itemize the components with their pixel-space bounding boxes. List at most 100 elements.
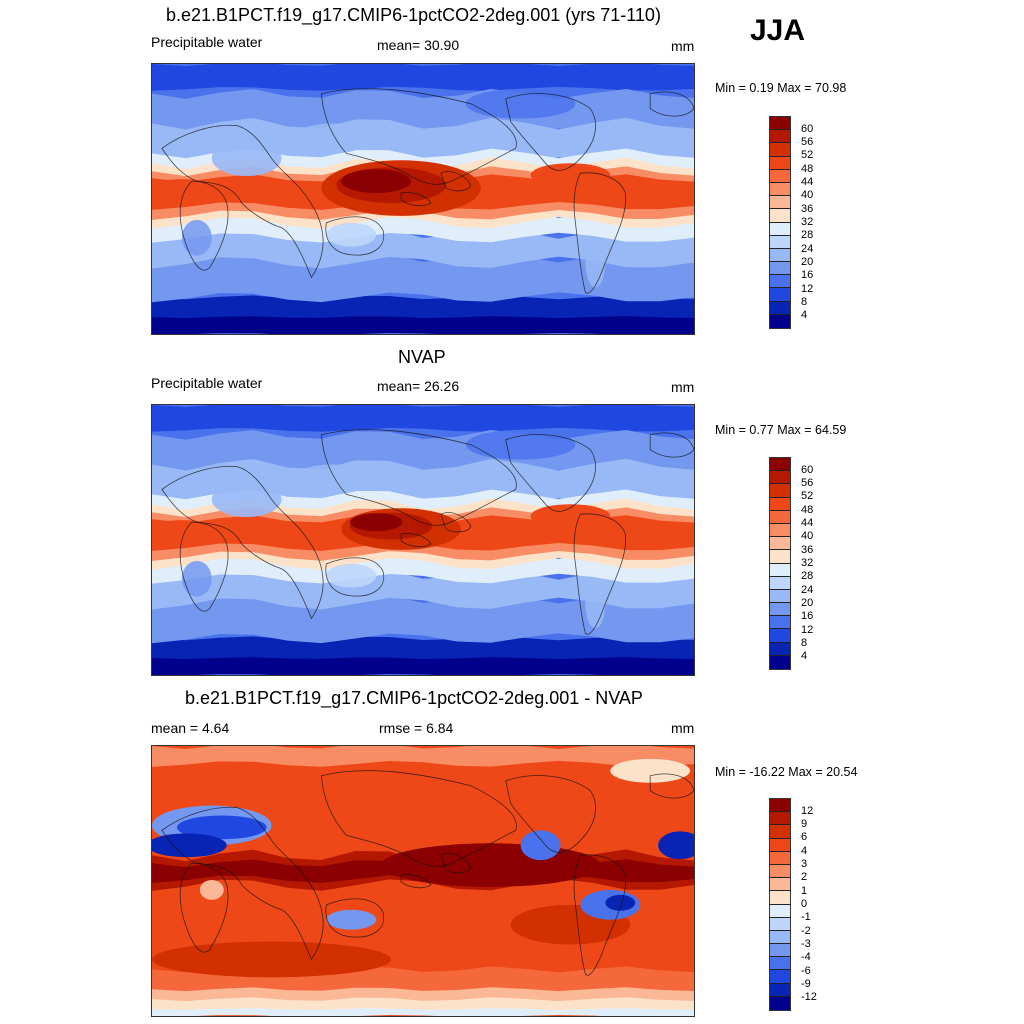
colorbar-swatch [770, 616, 790, 630]
colorbar-tick-label: 24 [801, 242, 814, 255]
colorbar-swatch [770, 288, 790, 302]
colorbar-swatch [770, 156, 790, 170]
colorbar-swatch [770, 550, 790, 564]
colorbar-tick-label: 44 [801, 517, 814, 530]
colorbar-tick-label: 2 [801, 871, 808, 884]
colorbar-swatch [770, 510, 790, 524]
colorbar-tick-label: -1 [801, 911, 811, 924]
colorbar-tick-label: 48 [801, 162, 814, 175]
colorbar-tick-label: 36 [801, 202, 814, 215]
colorbar-tick-label: -3 [801, 937, 811, 950]
colorbar-tick-label: 52 [801, 490, 814, 503]
colorbar-tick-label: 56 [801, 477, 814, 490]
panel-2-mean-label: mean= 26.26 [377, 378, 460, 394]
colorbar-tick-label: 8 [801, 295, 808, 308]
colorbar-swatch [770, 603, 790, 617]
colorbar-tick-label: 28 [801, 570, 814, 583]
panel-1-units-label: mm [671, 38, 695, 54]
colorbar-tick-label: 36 [801, 543, 814, 556]
colorbar-tick-label: 4 [801, 309, 808, 322]
panel-1-minmax: Min = 0.19 Max = 70.98 [715, 81, 847, 95]
colorbar-tick-label: 6 [801, 831, 808, 844]
panel-1-mean-label: mean= 30.90 [377, 37, 460, 53]
colorbar-swatch [770, 629, 790, 643]
colorbar-swatch [770, 891, 790, 905]
season-label: JJA [750, 14, 806, 47]
colorbar-swatch [770, 301, 790, 315]
colorbar-swatch [770, 275, 790, 289]
colorbar-swatch [770, 825, 790, 839]
colorbar-tick-label: 28 [801, 229, 814, 242]
colorbar-tick-label: -4 [801, 951, 811, 964]
colorbar-swatch [770, 655, 790, 669]
colorbar-tick-label: 4 [801, 650, 808, 663]
colorbar-tick-label: 40 [801, 189, 814, 202]
colorbar-tick-label: 32 [801, 216, 814, 228]
colorbar-swatch [770, 523, 790, 538]
colorbar-swatch [770, 642, 790, 656]
colorbar-swatch [770, 130, 790, 144]
colorbar-tick-label: 20 [801, 596, 814, 609]
colorbar-swatch [770, 314, 790, 328]
colorbar-swatch [770, 262, 790, 276]
colorbar-swatch [770, 838, 790, 852]
colorbar-swatch [770, 497, 790, 511]
colorbar-swatch [770, 812, 790, 826]
panel-2-units-label: mm [671, 379, 695, 395]
colorbar-swatch [770, 182, 790, 197]
panel-3-mean-label: mean = 4.64 [151, 720, 230, 736]
panel-2-variable-label: Precipitable water [151, 375, 263, 391]
colorbar-tick-label: 8 [801, 636, 808, 649]
panel-1-map-field [152, 64, 694, 334]
panel-3-map-field [152, 746, 694, 1016]
colorbar-swatch [770, 944, 790, 958]
colorbar-swatch [770, 576, 790, 590]
colorbar-tick-label: 12 [801, 623, 814, 636]
colorbar-swatch [770, 196, 790, 210]
colorbar-tick-label: 12 [801, 282, 814, 295]
colorbar-swatch [770, 983, 790, 997]
panel-1-title: b.e21.B1PCT.f19_g17.CMIP6-1pctCO2-2deg.0… [166, 5, 661, 25]
panel-3-colorbar [769, 798, 791, 1011]
panel-3-title: b.e21.B1PCT.f19_g17.CMIP6-1pctCO2-2deg.0… [185, 688, 643, 708]
panel-3-units-label: mm [671, 720, 695, 736]
colorbar-tick-label: 16 [801, 610, 814, 623]
colorbar-tick-label: 48 [801, 503, 814, 516]
colorbar-tick-label: 0 [801, 898, 808, 910]
colorbar-swatch [770, 248, 790, 263]
colorbar-swatch [770, 970, 790, 984]
colorbar-tick-label: 60 [801, 463, 814, 476]
colorbar-swatch [770, 235, 790, 249]
colorbar-swatch [770, 996, 790, 1010]
colorbar-swatch [770, 878, 790, 892]
colorbar-swatch [770, 209, 790, 223]
colorbar-tick-label: -6 [801, 964, 811, 977]
colorbar-tick-label: 12 [801, 804, 814, 817]
colorbar-tick-label: 4 [801, 844, 808, 857]
panel-2-title: NVAP [398, 347, 446, 367]
colorbar-tick-label: 56 [801, 136, 814, 149]
colorbar-tick-label: 16 [801, 269, 814, 282]
panel-2-colorbar [769, 457, 791, 670]
colorbar-tick-label: 44 [801, 176, 814, 189]
colorbar-swatch [770, 957, 790, 971]
colorbar-swatch [770, 458, 790, 472]
colorbar-swatch [770, 799, 790, 813]
panel-2-minmax: Min = 0.77 Max = 64.59 [715, 423, 847, 437]
panel-1-colorbar [769, 116, 791, 329]
colorbar-swatch [770, 864, 790, 879]
colorbar-swatch [770, 917, 790, 931]
colorbar-tick-label: 32 [801, 557, 814, 569]
panel-2-map-field [152, 405, 694, 675]
colorbar-tick-label: 60 [801, 122, 814, 135]
colorbar-tick-label: 3 [801, 858, 808, 871]
panel-3-map [151, 745, 695, 1017]
colorbar-tick-label: -2 [801, 924, 811, 937]
colorbar-swatch [770, 484, 790, 498]
colorbar-swatch [770, 851, 790, 865]
colorbar-tick-label: -9 [801, 977, 811, 990]
colorbar-tick-label: 24 [801, 583, 814, 596]
panel-1-map [151, 63, 695, 335]
panel-1-variable-label: Precipitable water [151, 34, 263, 50]
colorbar-swatch [770, 904, 790, 918]
